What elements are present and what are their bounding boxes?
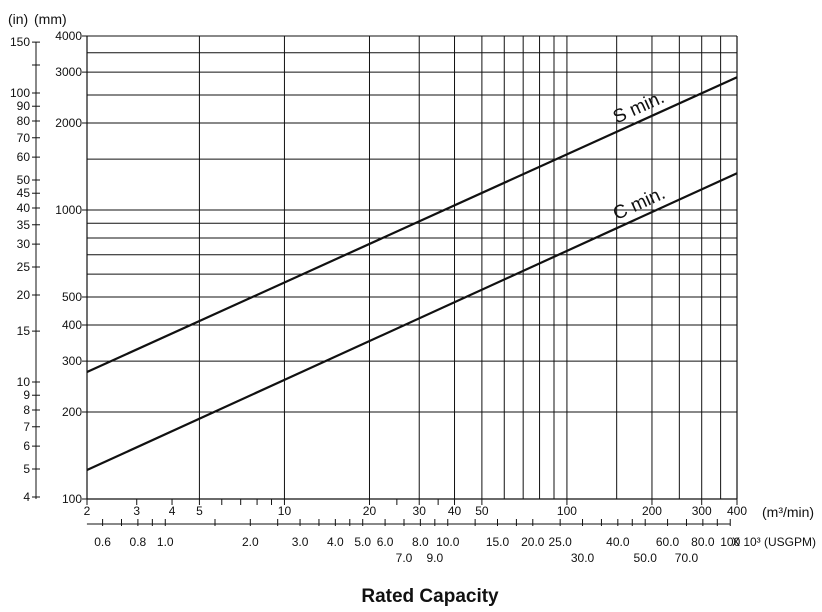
x2-tick-label: 1.0 [157,535,174,549]
x2-tick-label: 0.8 [130,535,147,549]
y-mm-tick-label: 500 [62,290,82,304]
x2-tick-label: 3.0 [292,535,309,549]
y-in-tick-label: 150 [10,35,30,49]
y-in-tick-label: 35 [17,218,31,232]
y-mm-tick-label: 400 [62,318,82,332]
y-in-tick-label: 100 [10,86,30,100]
x-axis-caption: Rated Capacity [361,586,499,607]
x-tick-label: 2 [84,504,91,518]
plot-frame [86,35,738,500]
x2-tick-label: 10.0 [436,535,460,549]
x-tick-label: 30 [413,504,427,518]
series-lines: S min.C min. [86,76,738,471]
y-in-tick-label: 80 [17,114,31,128]
y-in-tick-label: 25 [17,260,31,274]
y-mm-tick-label: 4000 [55,29,82,43]
x2-tick-label: 9.0 [426,551,443,565]
x-tick-label: 20 [363,504,377,518]
series-line-s-min [86,76,738,374]
y-in-tick-label: 60 [17,150,31,164]
y-in-tick-label: 5 [23,462,30,476]
x2-tick-label: 0.6 [94,535,111,549]
y-in-tick-label: 4 [23,490,30,504]
x-tick-label: 100 [557,504,577,518]
x2-tick-label: 8.0 [412,535,429,549]
y-in-tick-label: 20 [17,288,31,302]
x2-tick-label: 7.0 [396,551,413,565]
y-mm-tick-label: 3000 [55,65,82,79]
x2-unit-usgpm-label: X 10³ (USGPM) [732,535,816,549]
y-mm-tick-label: 200 [62,405,82,419]
x-tick-label: 3 [133,504,140,518]
series-line-c-min [86,172,738,471]
y-in-tick-label: 70 [17,131,31,145]
y-axis-mm: 100 200 300 400 500 1000 2000 3000 4000 [55,29,87,506]
x-tick-label: 4 [169,504,176,518]
y-in-tick-label: 6 [23,439,30,453]
x2-tick-label: 50.0 [634,551,658,565]
x2-tick-label: 30.0 [571,551,595,565]
x2-tick-label: 20.0 [521,535,545,549]
x-tick-label: 200 [642,504,662,518]
x2-tick-label: 5.0 [354,535,371,549]
y-unit-in-label: (in) [8,11,28,27]
x-tick-label: 300 [692,504,712,518]
x-axis-usgpm: 0.6 0.8 1.0 2.0 3.0 4.0 5.0 6.07.0 8.0 9.0 10.0 15.… [86,519,741,565]
y-in-tick-label: 45 [17,186,31,200]
x-tick-label: 40 [448,504,462,518]
y-mm-tick-label: 100 [62,492,82,506]
y-in-tick-label: 7 [23,420,30,434]
y-unit-mm-label: (mm) [34,11,67,27]
x-tick-label: 5 [196,504,203,518]
y-mm-tick-label: 300 [62,354,82,368]
y-mm-tick-label: 1000 [55,203,82,217]
y-in-tick-label: 9 [23,388,30,402]
x-axis-m3min: 2 3 4 5 10 20 30 40 50 100 200 300 400 [84,499,747,518]
x2-tick-label: 25.0 [548,535,572,549]
y-in-tick-label: 10 [17,375,31,389]
x2-tick-label: 6.0 [377,535,394,549]
x-tick-label: 10 [278,504,292,518]
y-in-tick-label: 30 [17,237,31,251]
x2-tick-label: 2.0 [242,535,259,549]
x2-tick-label: 70.0 [675,551,699,565]
x2-tick-label: 60.0 [656,535,680,549]
x2-tick-label: 100 [720,535,740,549]
y-in-tick-label: 15 [17,324,31,338]
y-mm-tick-label: 2000 [55,116,82,130]
x2-tick-label: 40.0 [606,535,630,549]
y-in-tick-label: 8 [23,403,30,417]
x2-tick-label: 4.0 [327,535,344,549]
grid-lines [87,35,738,499]
x2-tick-label: 15.0 [486,535,510,549]
y-in-tick-label: 40 [17,201,31,215]
x2-tick-label: 80.0 [691,535,715,549]
x-tick-label: 400 [727,504,747,518]
x-tick-label: 50 [475,504,489,518]
y-in-tick-label: 90 [17,99,31,113]
x-unit-m3min-label: (m³/min) [762,504,814,520]
y-in-tick-label: 50 [17,173,31,187]
